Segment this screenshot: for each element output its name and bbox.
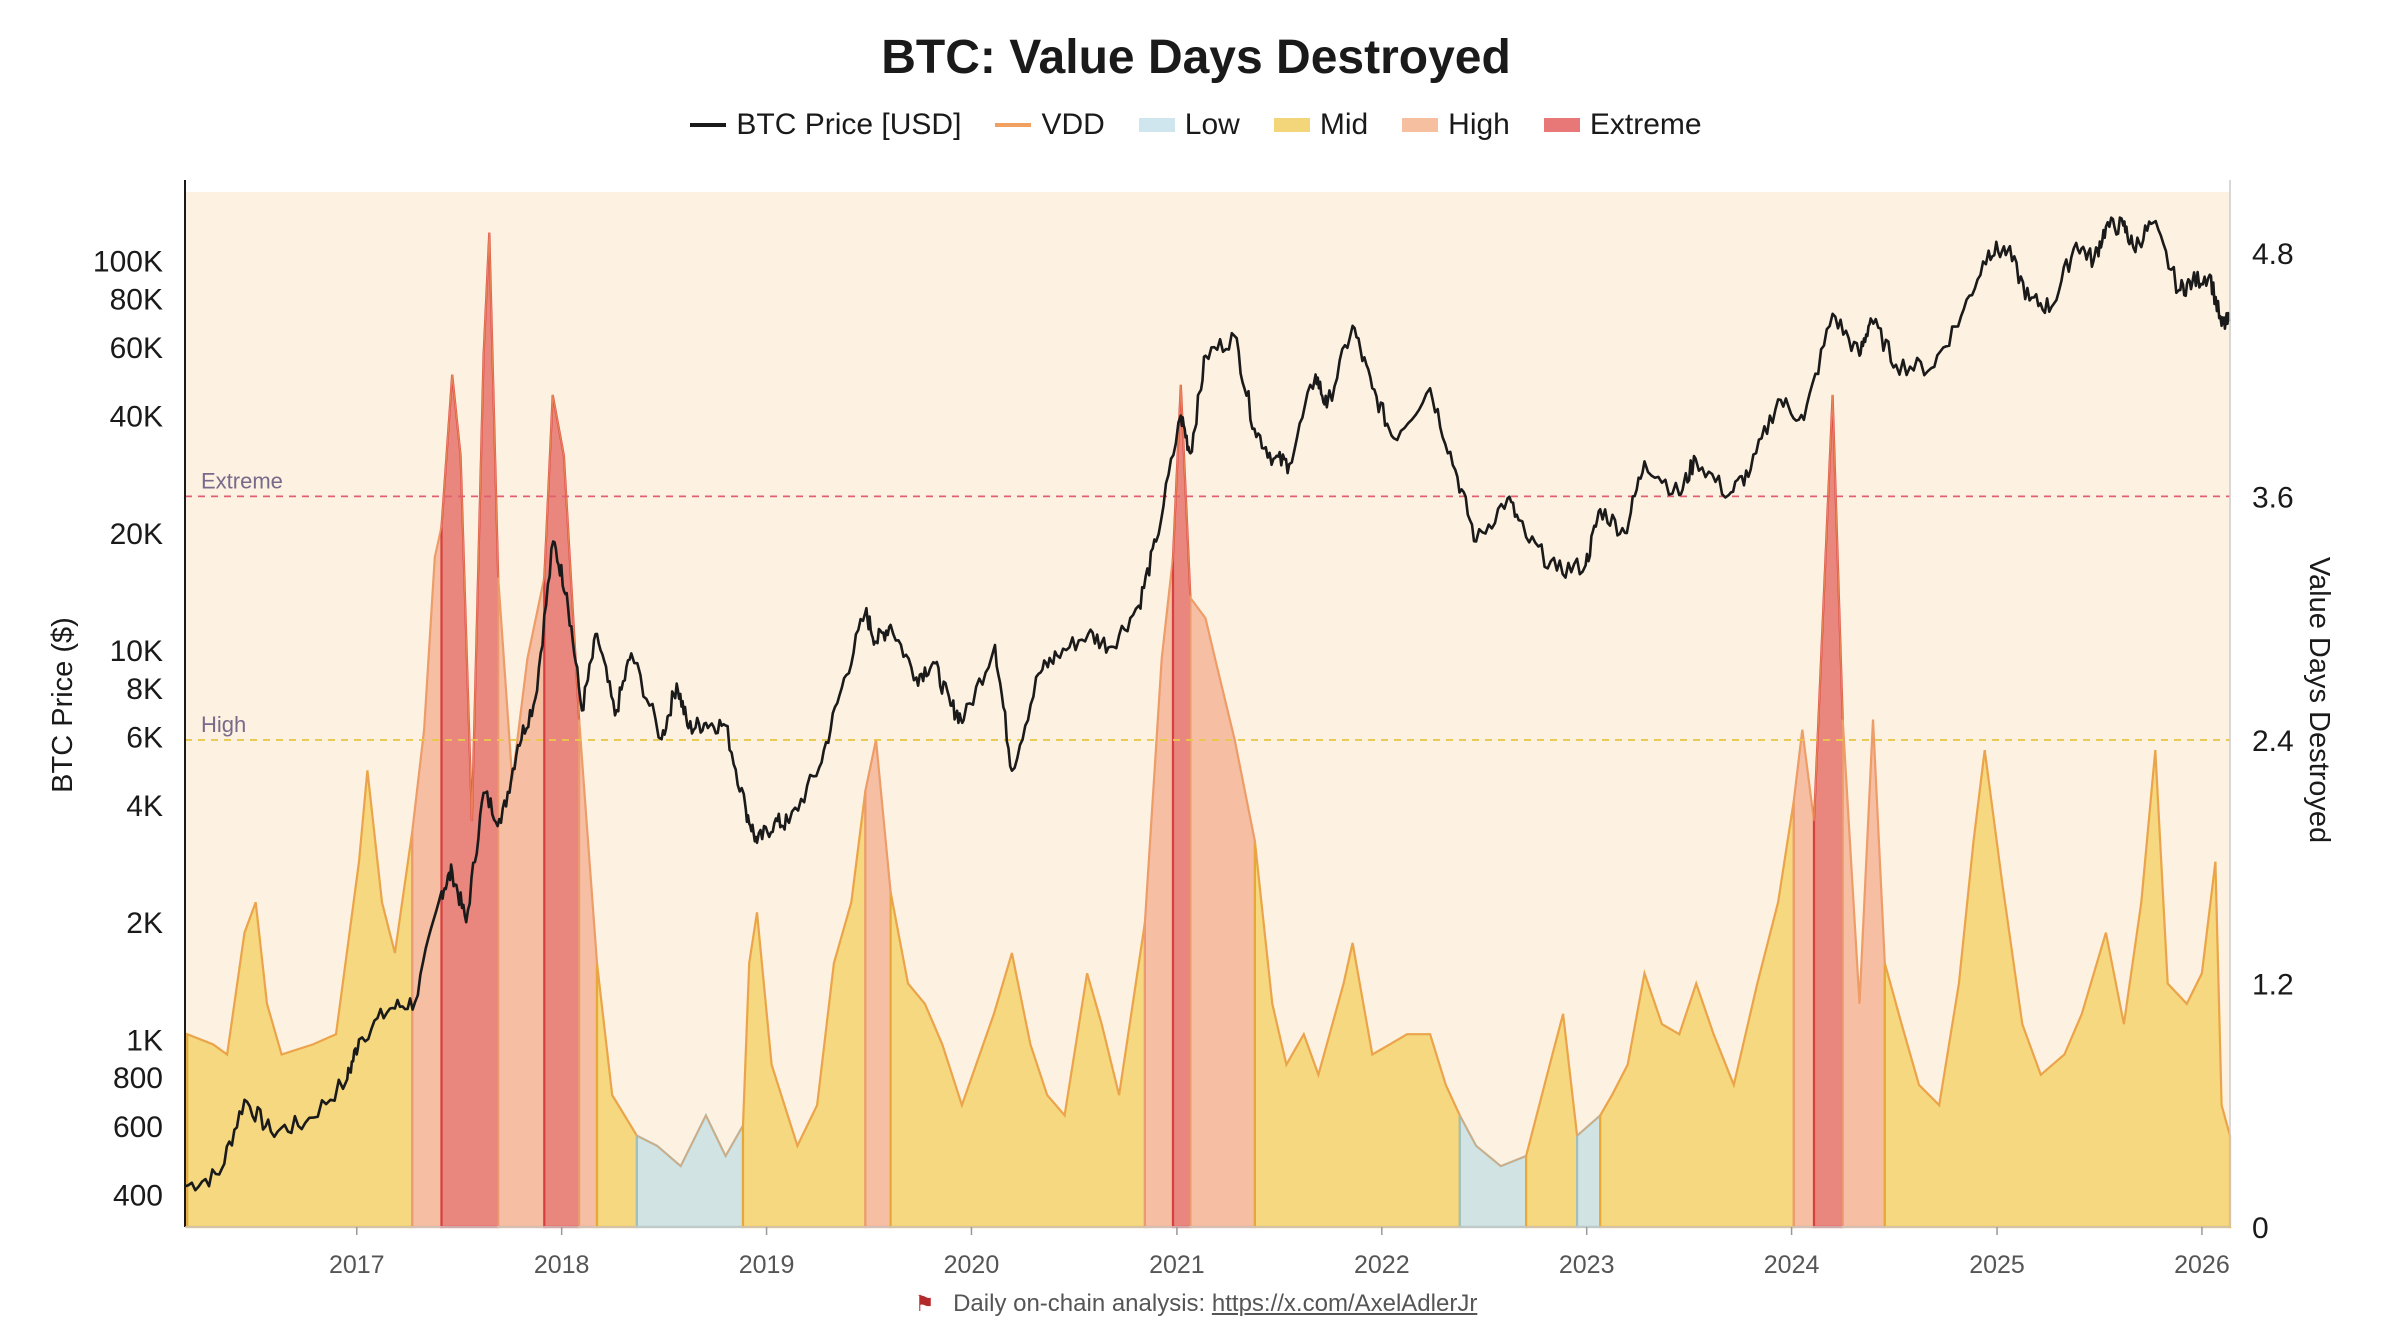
x-tick-label: 2024 bbox=[1764, 1251, 1820, 1279]
x-tick-label: 2019 bbox=[739, 1251, 795, 1279]
flag-icon: ⚑ bbox=[914, 1291, 935, 1316]
y-right-tick-label: 2.4 bbox=[2252, 725, 2294, 758]
legend-swatch-btc-price bbox=[690, 123, 727, 127]
x-tick-label: 2022 bbox=[1354, 1251, 1410, 1279]
y-left-tick-label: 60K bbox=[110, 332, 163, 365]
x-tick-label: 2021 bbox=[1149, 1251, 1205, 1279]
legend-item-mid: Mid bbox=[1273, 108, 1369, 142]
x-tick-label: 2017 bbox=[329, 1251, 385, 1279]
y-left-tick-label: 8K bbox=[126, 673, 163, 706]
legend-swatch-vdd bbox=[995, 123, 1032, 127]
legend-label-vdd: VDD bbox=[1041, 108, 1105, 141]
y-left-tick-label: 100K bbox=[93, 246, 163, 279]
x-tick-label: 2018 bbox=[534, 1251, 590, 1279]
footer-link[interactable]: https://x.com/AxelAdlerJr bbox=[1211, 1290, 1478, 1317]
legend-swatch-low bbox=[1138, 118, 1175, 132]
y-left-tick-label: 1K bbox=[126, 1024, 163, 1057]
legend-label-btc-price: BTC Price [USD] bbox=[736, 108, 962, 141]
y-left-tick-label: 6K bbox=[126, 721, 163, 754]
legend-swatch-high bbox=[1402, 118, 1439, 132]
y-left-tick-label: 40K bbox=[110, 401, 163, 434]
axes-group: 400 600 800 1K 2K 4K 6K 8K 10K 20K 40K 60K 80K 100K 0 1… bbox=[93, 180, 2294, 1279]
btc-price-line bbox=[184, 216, 2232, 1192]
legend-label-high: High bbox=[1448, 108, 1510, 141]
y-left-tick-label: 80K bbox=[110, 283, 163, 316]
y-right-tick-label: 3.6 bbox=[2252, 481, 2294, 514]
chart-title: BTC: Value Days Destroyed bbox=[881, 31, 1511, 84]
x-tick-label: 2026 bbox=[2174, 1251, 2230, 1279]
legend-item-high: High bbox=[1402, 108, 1510, 142]
legend-item-extreme: Extreme bbox=[1543, 108, 1702, 142]
x-tick-label: 2025 bbox=[1969, 1251, 2025, 1279]
legend-swatch-extreme bbox=[1543, 118, 1580, 132]
y-right-tick-label: 4.8 bbox=[2252, 238, 2294, 271]
legend-label-low: Low bbox=[1184, 108, 1240, 141]
x-tick-label: 2023 bbox=[1559, 1251, 1615, 1279]
legend-swatch-mid bbox=[1273, 118, 1310, 132]
y-left-tick-label: 600 bbox=[113, 1111, 163, 1144]
y-left-tick-label: 10K bbox=[110, 635, 163, 668]
x-tick-label: 2020 bbox=[944, 1251, 1000, 1279]
y-right-axis-label: Value Days Destroyed bbox=[2303, 557, 2335, 843]
legend-item-btc-price: BTC Price [USD] bbox=[690, 108, 961, 142]
y-right-tick-label: 0 bbox=[2252, 1212, 2269, 1245]
footer: ⚑ Daily on-chain analysis: https://x.com… bbox=[0, 1290, 2392, 1318]
y-left-tick-label: 800 bbox=[113, 1062, 163, 1095]
threshold-label-high: High bbox=[201, 712, 246, 737]
vdd-area-group bbox=[186, 232, 2232, 1229]
y-left-tick-label: 400 bbox=[113, 1179, 163, 1212]
legend-label-mid: Mid bbox=[1319, 108, 1369, 141]
y-left-tick-label: 4K bbox=[126, 790, 163, 823]
threshold-label-extreme: Extreme bbox=[201, 468, 283, 493]
vdd-line bbox=[186, 232, 2231, 1168]
btc-price-line-group bbox=[184, 216, 2232, 1192]
y-left-tick-label: 20K bbox=[110, 518, 163, 551]
legend-label-extreme: Extreme bbox=[1589, 108, 1702, 141]
chart-legend: BTC Price [USD] VDD Low Mid High Extreme bbox=[0, 108, 2392, 142]
y-left-tick-label: 2K bbox=[126, 907, 163, 940]
vdd-area-high bbox=[1792, 729, 1816, 1229]
y-right-tick-label: 1.2 bbox=[2252, 968, 2294, 1001]
footer-text: Daily on-chain analysis: bbox=[953, 1290, 1206, 1317]
legend-item-low: Low bbox=[1138, 108, 1240, 142]
y-left-axis-label: BTC Price ($) bbox=[47, 617, 79, 793]
threshold-lines-group: Extreme High bbox=[185, 468, 2230, 741]
legend-item-vdd: VDD bbox=[995, 108, 1105, 142]
